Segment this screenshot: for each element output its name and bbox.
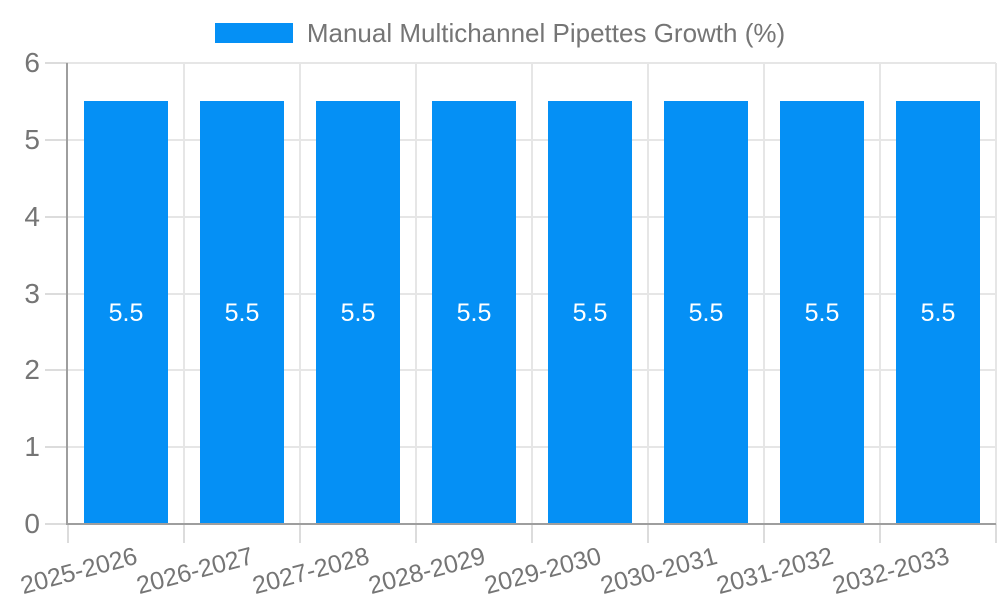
x-tick [531, 524, 533, 543]
legend-label: Manual Multichannel Pipettes Growth (%) [306, 18, 786, 48]
y-tick [45, 523, 68, 525]
x-tick [67, 524, 69, 543]
x-gridline [763, 63, 765, 524]
bar[interactable] [84, 101, 168, 524]
x-tick [763, 524, 765, 543]
y-axis-label: 3 [24, 277, 40, 309]
x-tick [299, 524, 301, 543]
legend-swatch [214, 23, 293, 43]
legend[interactable]: Manual Multichannel Pipettes Growth (%) [0, 17, 1000, 49]
x-tick [647, 524, 649, 543]
y-tick [45, 292, 68, 295]
y-axis-line [66, 63, 68, 525]
x-tick [415, 524, 417, 543]
bar-value-label: 5.5 [108, 298, 144, 327]
y-tick [45, 369, 68, 372]
bar[interactable] [200, 101, 284, 524]
y-tick [45, 138, 68, 141]
y-axis-label: 2 [24, 354, 40, 386]
y-tick [45, 62, 68, 64]
bar[interactable] [548, 101, 632, 524]
x-gridline [995, 63, 997, 524]
bar-value-label: 5.5 [688, 298, 724, 327]
bar[interactable] [896, 101, 980, 524]
bar-value-label: 5.5 [572, 298, 608, 327]
y-axis-label: 1 [24, 431, 40, 463]
x-axis-line [66, 523, 996, 525]
y-tick [45, 446, 68, 449]
bar[interactable] [432, 101, 516, 524]
bar[interactable] [664, 101, 748, 524]
x-gridline [415, 63, 417, 524]
bar-value-label: 5.5 [456, 298, 492, 327]
y-axis-label: 0 [24, 508, 40, 539]
x-gridline [647, 63, 649, 524]
bar[interactable] [780, 101, 864, 524]
bar-value-label: 5.5 [920, 298, 956, 327]
x-gridline [879, 63, 881, 524]
x-tick [995, 524, 997, 543]
x-tick [183, 524, 185, 543]
x-gridline [183, 63, 185, 524]
bar-value-label: 5.5 [804, 298, 840, 327]
x-tick [879, 524, 881, 543]
x-gridline [531, 63, 533, 524]
y-axis-label: 6 [24, 47, 40, 78]
y-axis-label: 5 [24, 123, 40, 155]
x-gridline [299, 63, 301, 524]
bar[interactable] [316, 101, 400, 524]
y-axis-label: 4 [24, 200, 40, 232]
y-tick [45, 215, 68, 218]
bar-value-label: 5.5 [340, 298, 376, 327]
bar-value-label: 5.5 [224, 298, 260, 327]
